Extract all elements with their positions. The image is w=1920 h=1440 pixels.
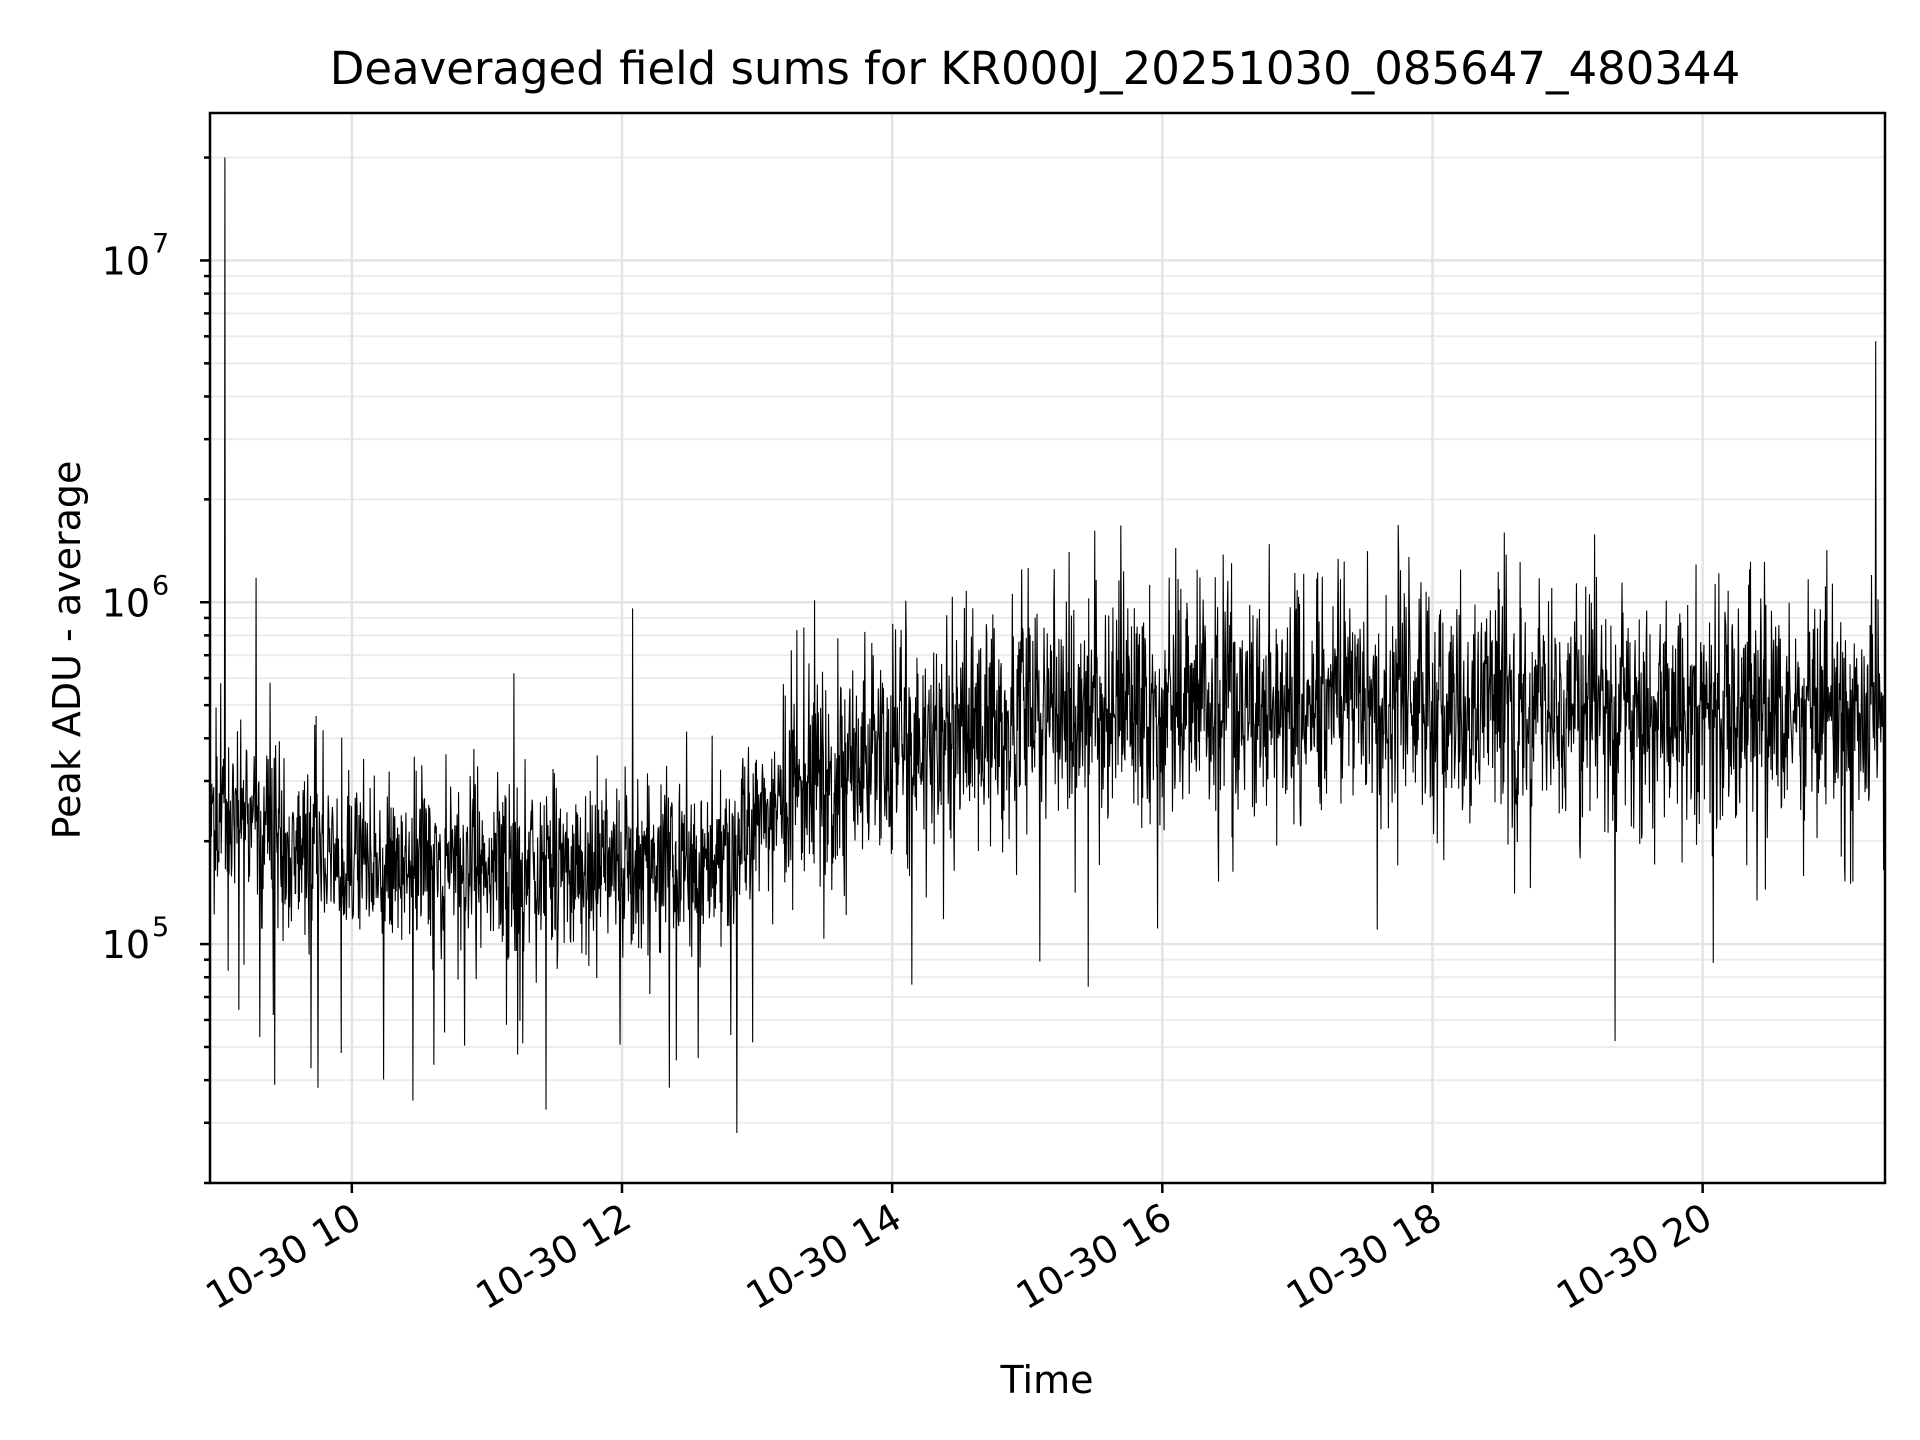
chart-title: Deaveraged field sums for KR000J_2025103…: [330, 42, 1741, 95]
x-tick-label: 10-30 20: [1549, 1195, 1719, 1319]
y-tick-exponent: 5: [152, 912, 169, 943]
y-tick-exponent: 6: [152, 570, 169, 601]
x-tick-label: 10-30 18: [1279, 1195, 1449, 1319]
series-layer: [209, 157, 1886, 1134]
y-axis-label: Peak ADU - average: [45, 461, 89, 840]
y-tick-exponent: 7: [152, 228, 169, 259]
x-tick-label: 10-30 10: [198, 1195, 368, 1319]
x-tick-label: 10-30 16: [1009, 1195, 1179, 1319]
y-tick-label: 10: [102, 581, 150, 625]
y-tick-label: 10: [102, 239, 150, 283]
series-line: [209, 157, 1886, 1134]
x-axis-label: Time: [1000, 1358, 1094, 1402]
x-tick-label: 10-30 12: [469, 1195, 639, 1319]
x-tick-label: 10-30 14: [739, 1195, 909, 1319]
plot-frame: [208, 111, 1887, 1185]
y-tick-label: 10: [102, 923, 150, 967]
